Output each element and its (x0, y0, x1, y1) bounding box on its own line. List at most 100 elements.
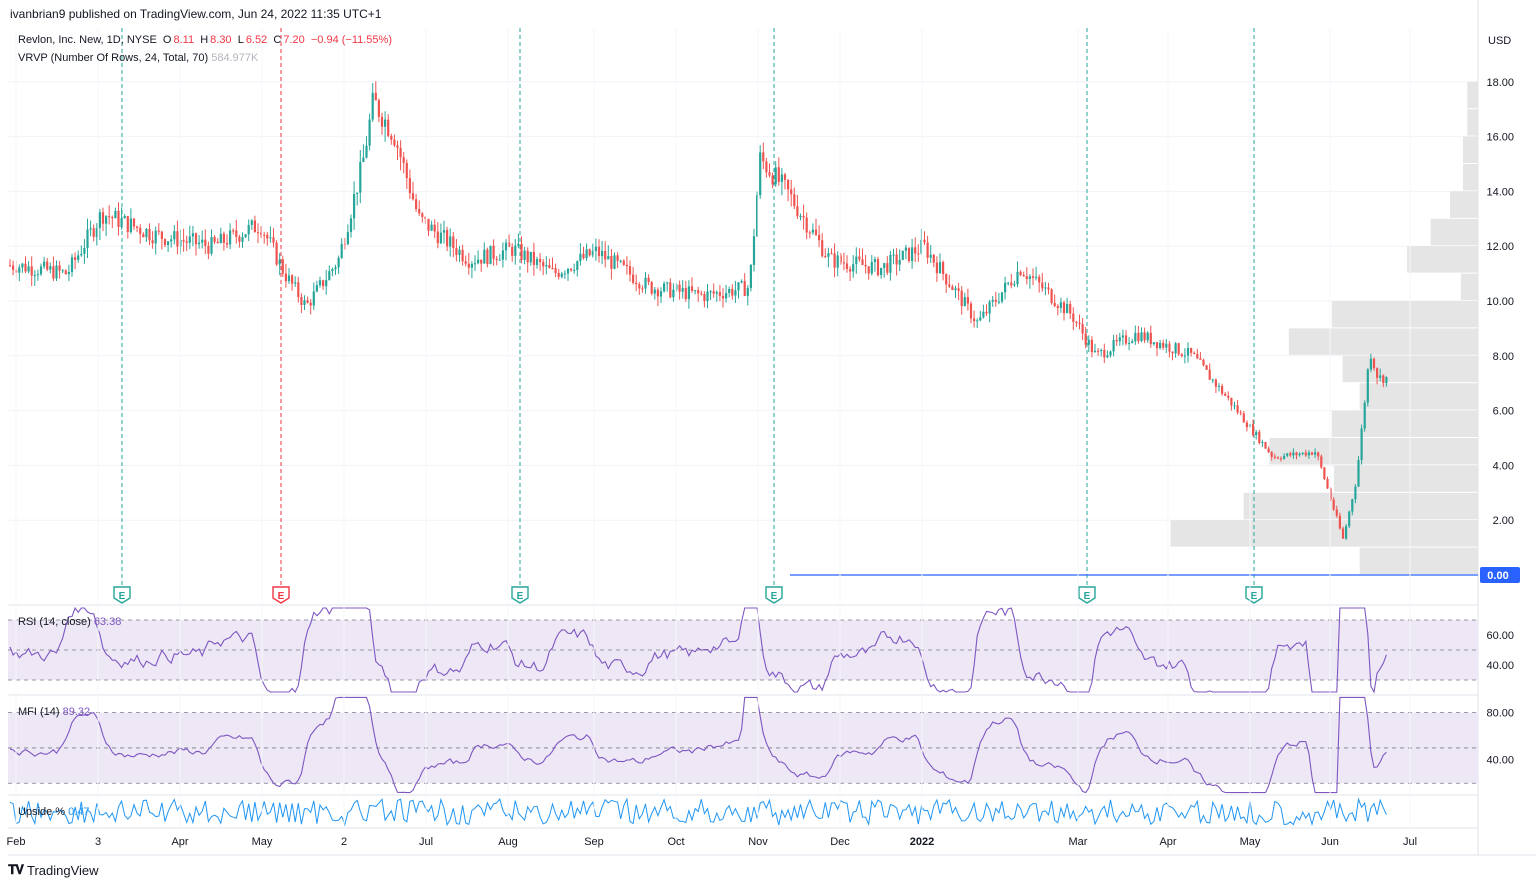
candle-body (542, 261, 545, 267)
volume-profile-bar (1288, 328, 1478, 355)
candle-body (1376, 368, 1379, 378)
candle-body (483, 249, 486, 264)
candle-body (359, 161, 362, 193)
candle-body (628, 266, 632, 275)
candle-body (721, 295, 725, 299)
candle-body (225, 242, 229, 245)
candle-body (929, 254, 932, 258)
volume-profile-bar (1269, 438, 1478, 465)
candle-body (123, 216, 126, 219)
candle-body (1134, 332, 1137, 342)
candle-body (1168, 343, 1171, 352)
candle-body (117, 210, 120, 227)
candle-body (89, 228, 92, 230)
candle-body (27, 266, 30, 272)
candle-body (365, 145, 368, 158)
time-tick-label: 3 (95, 836, 101, 848)
candle-body (1031, 276, 1035, 278)
candle-body (201, 239, 204, 243)
candle-body (957, 288, 960, 291)
earnings-marker (511, 586, 529, 604)
candle-body (883, 263, 886, 268)
candle-body (424, 216, 427, 219)
candle-body (204, 239, 207, 246)
candle-body (641, 288, 644, 290)
candle-body (585, 249, 588, 259)
candle-body (1221, 385, 1224, 394)
candle-body (101, 212, 105, 224)
candle-body (873, 259, 876, 262)
time-tick-label: Feb (7, 836, 26, 848)
price-tick-label: 14.00 (1486, 186, 1514, 198)
candle-body (923, 239, 926, 243)
candle-body (982, 311, 985, 318)
candle-body (260, 232, 263, 235)
candle-body (548, 265, 551, 269)
candle-body (1233, 405, 1236, 407)
candle-body (210, 237, 213, 254)
price-tick-label: 10.00 (1486, 296, 1514, 308)
candle-body (8, 265, 12, 267)
candle-body (709, 291, 712, 293)
candle-body (762, 152, 765, 162)
volume-profile-bar (1462, 136, 1478, 163)
rsi-tick-label: 40.00 (1486, 660, 1514, 672)
candle-body (684, 288, 687, 300)
candle-body (1354, 486, 1357, 500)
candle-body (163, 239, 167, 245)
candle-body (1087, 339, 1090, 345)
upside-value: 0.47 (68, 806, 90, 818)
candle-body (690, 286, 694, 291)
candle-body (886, 263, 889, 273)
candle-body (207, 245, 210, 254)
candle-body (644, 277, 647, 289)
candle-body (238, 236, 241, 242)
candle-body (907, 247, 911, 261)
time-tick-label: Apr (171, 836, 188, 848)
candle-body (551, 268, 554, 270)
candle-body (436, 231, 439, 244)
upside-legend: Upside % 0.47 (18, 806, 90, 818)
candle-body (1224, 393, 1227, 396)
candle-body (12, 265, 15, 270)
candle-body (1159, 342, 1162, 348)
candle-body (920, 239, 923, 254)
candle-body (24, 263, 27, 272)
candle-body (501, 250, 504, 260)
candle-body (833, 253, 836, 268)
candle-body (235, 230, 238, 237)
candle-body (1363, 402, 1366, 429)
candle-body (969, 303, 973, 319)
candle-body (1239, 412, 1242, 414)
candle-body (74, 257, 77, 260)
candle-body (1310, 452, 1314, 455)
candle-body (948, 284, 951, 287)
time-tick-label: Mar (1069, 836, 1088, 848)
candle-body (1217, 385, 1221, 387)
earnings-marker-label: E (771, 591, 778, 602)
volume-profile-bar (1243, 492, 1478, 520)
publisher-line: ivanbrian9 published on TradingView.com,… (10, 7, 382, 21)
candle-body (340, 243, 343, 258)
candle-body (1093, 350, 1097, 353)
upside-label: Upside % (18, 806, 66, 818)
candle-body (752, 236, 756, 265)
candle-body (687, 286, 690, 300)
candle-body (864, 264, 867, 267)
candle-body (1320, 456, 1323, 468)
candle-body (455, 248, 458, 255)
candle-body (904, 247, 907, 251)
candle-body (973, 318, 976, 322)
candle-body (960, 290, 963, 307)
price-tick-label: 4.00 (1493, 460, 1514, 472)
candle-body (408, 178, 411, 194)
candle-body (942, 262, 945, 275)
candle-body (656, 289, 659, 297)
candle-body (58, 265, 61, 271)
candle-body (1155, 342, 1159, 348)
candle-body (253, 220, 256, 233)
candle-body (777, 167, 780, 182)
candle-body (303, 300, 306, 305)
candle-body (232, 230, 235, 232)
